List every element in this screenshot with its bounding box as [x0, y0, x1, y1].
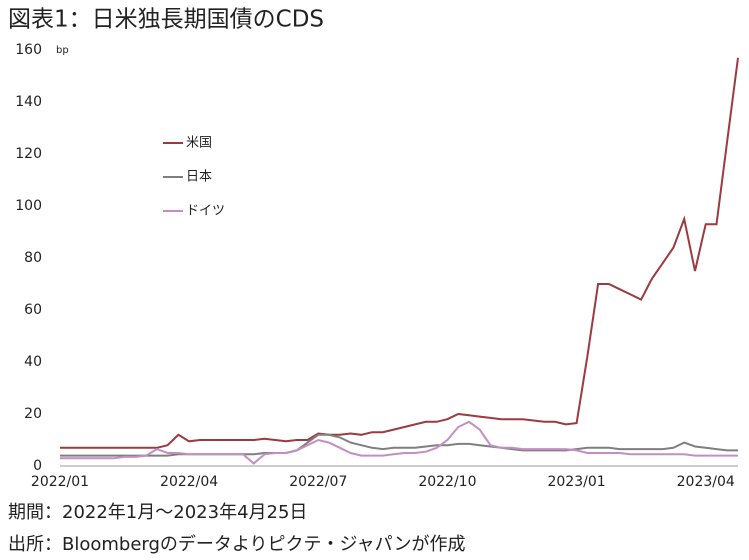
legend-label: 日本	[186, 170, 212, 185]
y-unit: bp	[56, 45, 69, 56]
x-tick-label: 2022/04	[160, 474, 218, 490]
y-tick-label: 160	[15, 42, 42, 58]
y-tick-label: 20	[24, 406, 42, 422]
y-tick-label: 60	[24, 302, 42, 318]
x-tick-label: 2022/07	[289, 474, 347, 490]
chart-title: 図表1：日米独長期国債のCDS	[8, 7, 324, 33]
y-tick-label: 140	[15, 94, 42, 110]
series-line	[60, 57, 739, 449]
x-tick-label: 2023/04	[677, 474, 735, 490]
series-line	[60, 433, 738, 457]
y-tick-label: 40	[24, 354, 42, 370]
series-line	[60, 420, 738, 465]
legend-label: ドイツ	[186, 204, 225, 219]
y-tick-label: 100	[15, 198, 42, 214]
note: 出所：Bloombergのデータよりピクテ・ジャパンが作成	[8, 534, 466, 555]
x-tick-label: 2023/01	[547, 474, 605, 490]
x-tick-label: 2022/01	[31, 474, 89, 490]
legend-label: 米国	[186, 136, 212, 151]
note: 期間：2022年1月～2023年4月25日	[8, 502, 307, 523]
y-tick-label: 0	[33, 458, 42, 474]
y-tick-label: 80	[24, 250, 42, 266]
y-tick-label: 120	[15, 146, 42, 162]
x-tick-label: 2022/10	[418, 474, 476, 490]
